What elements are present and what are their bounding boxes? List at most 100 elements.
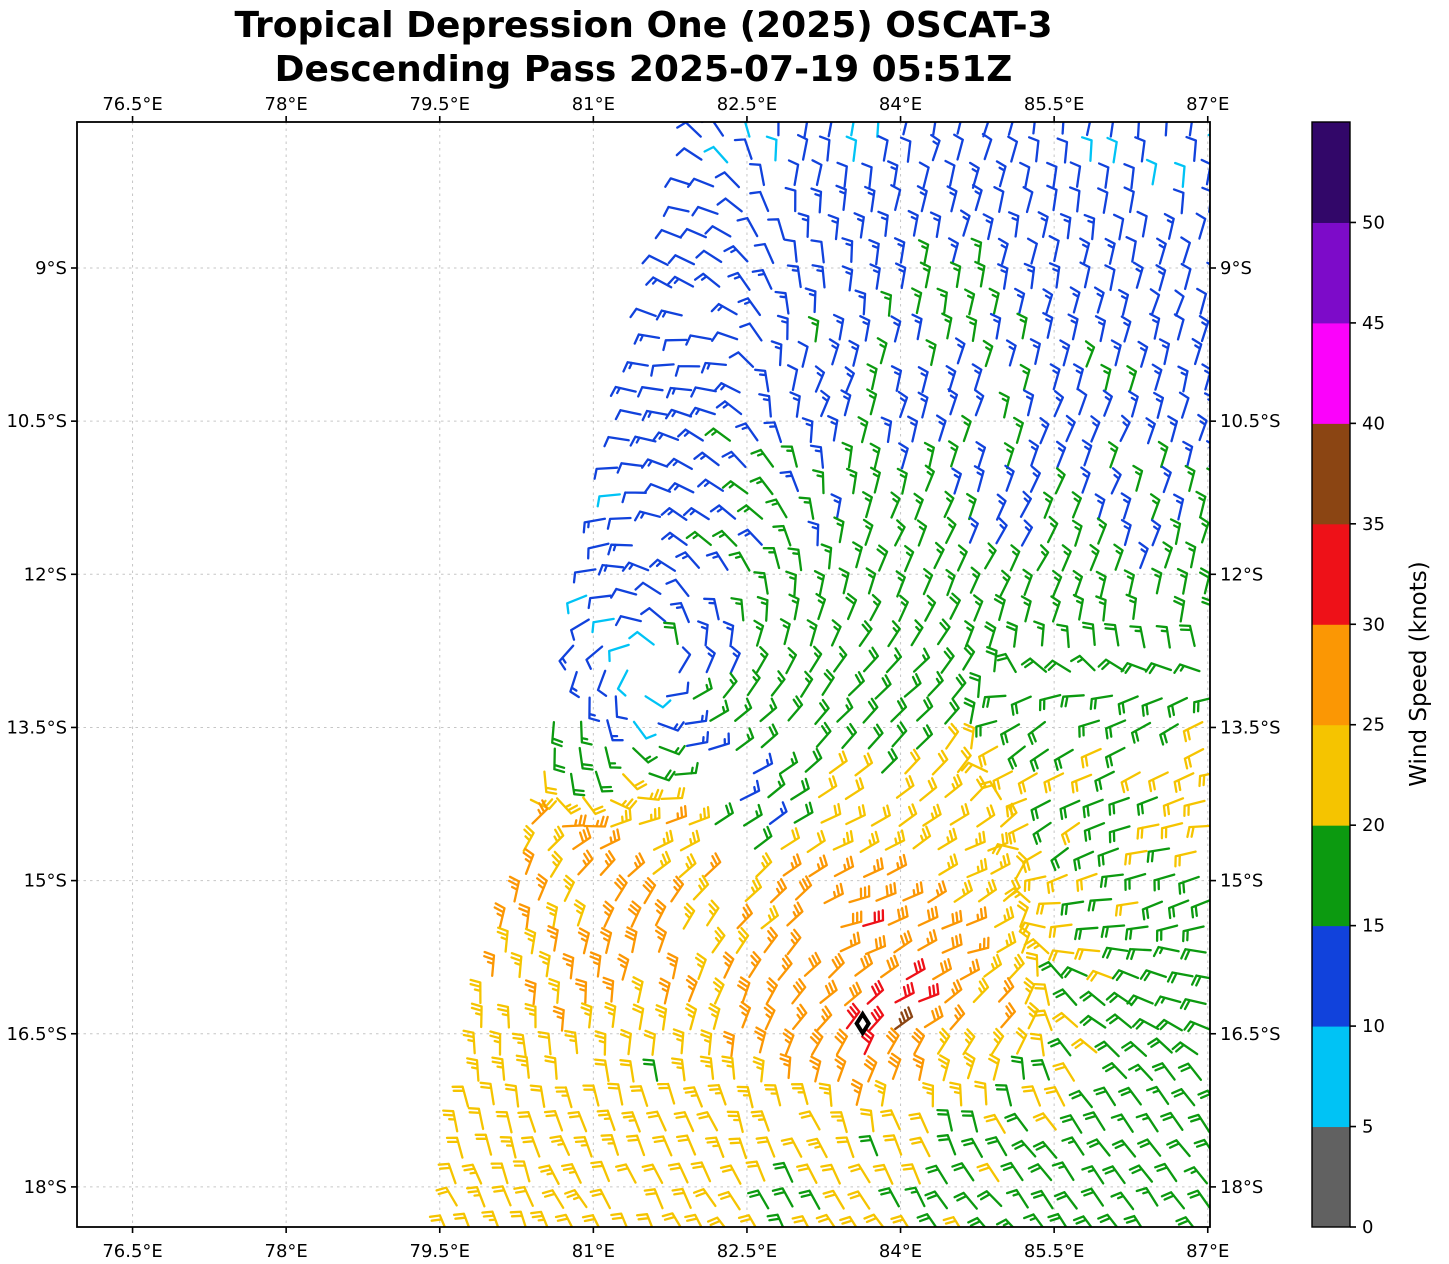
wind-barb bbox=[1027, 720, 1047, 745]
wind-barb bbox=[524, 927, 537, 955]
wind-barb bbox=[675, 551, 701, 569]
wind-barb bbox=[869, 593, 882, 622]
wind-barb bbox=[1018, 926, 1031, 954]
wind-barb bbox=[1141, 697, 1163, 717]
wind-barb bbox=[968, 516, 979, 544]
x-tick-label-bottom: 76.5°E bbox=[102, 1241, 162, 1262]
wind-barb bbox=[652, 850, 672, 875]
wind-barb bbox=[961, 1137, 984, 1158]
wind-barb bbox=[1005, 1188, 1029, 1209]
wind-barb bbox=[809, 1055, 822, 1083]
wind-barb bbox=[1000, 1161, 1024, 1182]
wind-barb bbox=[609, 385, 637, 397]
wind-barb bbox=[1104, 264, 1116, 292]
wind-barb bbox=[835, 184, 847, 212]
wind-barb bbox=[893, 930, 913, 954]
wind-barb bbox=[1178, 391, 1190, 419]
wind-barb bbox=[1206, 261, 1210, 288]
wind-barb bbox=[1086, 969, 1114, 982]
wind-barb bbox=[887, 1052, 902, 1080]
wind-barb bbox=[1107, 441, 1119, 469]
wind-barb bbox=[932, 122, 937, 137]
wind-barb bbox=[850, 122, 855, 137]
wind-barb bbox=[737, 297, 762, 317]
wind-barb bbox=[947, 237, 959, 265]
wind-barb bbox=[925, 1164, 948, 1185]
wind-barb bbox=[554, 1086, 573, 1109]
wind-barb bbox=[703, 597, 720, 621]
wind-barb bbox=[634, 581, 662, 595]
wind-barb bbox=[917, 391, 929, 419]
wind-barb bbox=[1102, 389, 1113, 417]
wind-barb bbox=[832, 313, 845, 341]
wind-barb bbox=[924, 594, 937, 622]
wind-barb bbox=[1185, 135, 1198, 163]
wind-barb bbox=[994, 906, 1015, 929]
wind-barb bbox=[1160, 1191, 1186, 1210]
wind-barb bbox=[995, 517, 1008, 545]
wind-barb bbox=[1033, 1009, 1053, 1032]
colorbar-tick-label: 20 bbox=[1362, 815, 1385, 836]
storm-position-marker bbox=[854, 1010, 872, 1037]
colorbar-segment bbox=[1312, 122, 1350, 223]
wind-barb bbox=[462, 1029, 476, 1055]
wind-barb bbox=[1108, 825, 1131, 844]
wind-barb bbox=[870, 804, 891, 827]
wind-barb bbox=[1020, 519, 1034, 547]
wind-barb bbox=[736, 1085, 754, 1109]
wind-barb bbox=[1121, 1040, 1148, 1057]
wind-barb bbox=[1120, 662, 1148, 674]
wind-barb bbox=[1076, 388, 1088, 416]
wind-barb bbox=[1167, 415, 1179, 443]
wind-barb bbox=[1118, 1086, 1142, 1106]
wind-barb bbox=[670, 1057, 686, 1082]
wind-barb bbox=[610, 808, 632, 828]
wind-barb bbox=[1052, 1011, 1079, 1028]
wind-barb bbox=[1149, 312, 1161, 340]
wind-barb bbox=[1120, 315, 1132, 343]
wind-barb bbox=[929, 211, 942, 239]
wind-barb bbox=[880, 290, 893, 317]
wind-barb bbox=[730, 597, 745, 622]
wind-barb bbox=[1173, 663, 1201, 674]
wind-barb bbox=[811, 264, 826, 289]
wind-barb bbox=[943, 490, 955, 519]
wind-barb bbox=[1004, 1112, 1029, 1132]
wind-barb bbox=[1009, 544, 1021, 572]
wind-barb bbox=[875, 882, 897, 902]
wind-barb bbox=[1104, 719, 1127, 740]
wind-barb bbox=[1010, 1055, 1026, 1080]
wind-barb bbox=[1182, 440, 1194, 468]
wind-barb bbox=[553, 747, 566, 774]
wind-barb bbox=[619, 1028, 632, 1056]
wind-barb bbox=[834, 1054, 847, 1082]
wind-barb bbox=[790, 1083, 809, 1106]
wind-barb bbox=[1049, 363, 1061, 391]
wind-barb bbox=[1114, 901, 1139, 917]
wind-barb bbox=[1080, 136, 1093, 162]
wind-barb bbox=[561, 814, 587, 828]
colorbar-tick-label: 30 bbox=[1362, 614, 1385, 635]
wind-barb bbox=[887, 620, 901, 648]
wind-barb bbox=[844, 366, 855, 394]
wind-barb bbox=[739, 322, 763, 342]
wind-barb bbox=[956, 544, 968, 572]
wind-barb bbox=[599, 828, 621, 850]
wind-barb bbox=[811, 159, 823, 187]
wind-barb bbox=[941, 312, 953, 340]
wind-barb bbox=[918, 982, 940, 1003]
wind-barb bbox=[809, 444, 825, 469]
wind-barb bbox=[1060, 694, 1085, 708]
wind-barb bbox=[947, 388, 959, 416]
wind-barb bbox=[820, 389, 831, 418]
wind-barb bbox=[1104, 237, 1116, 265]
wind-barb bbox=[1164, 122, 1168, 137]
wind-barb bbox=[1109, 122, 1115, 138]
wind-barb bbox=[903, 544, 915, 573]
wind-barb bbox=[937, 1054, 951, 1082]
wind-barb bbox=[907, 415, 919, 443]
wind-barb bbox=[633, 333, 661, 345]
wind-barb bbox=[629, 435, 657, 447]
wind-barb bbox=[665, 386, 693, 399]
wind-barb bbox=[1067, 313, 1079, 341]
